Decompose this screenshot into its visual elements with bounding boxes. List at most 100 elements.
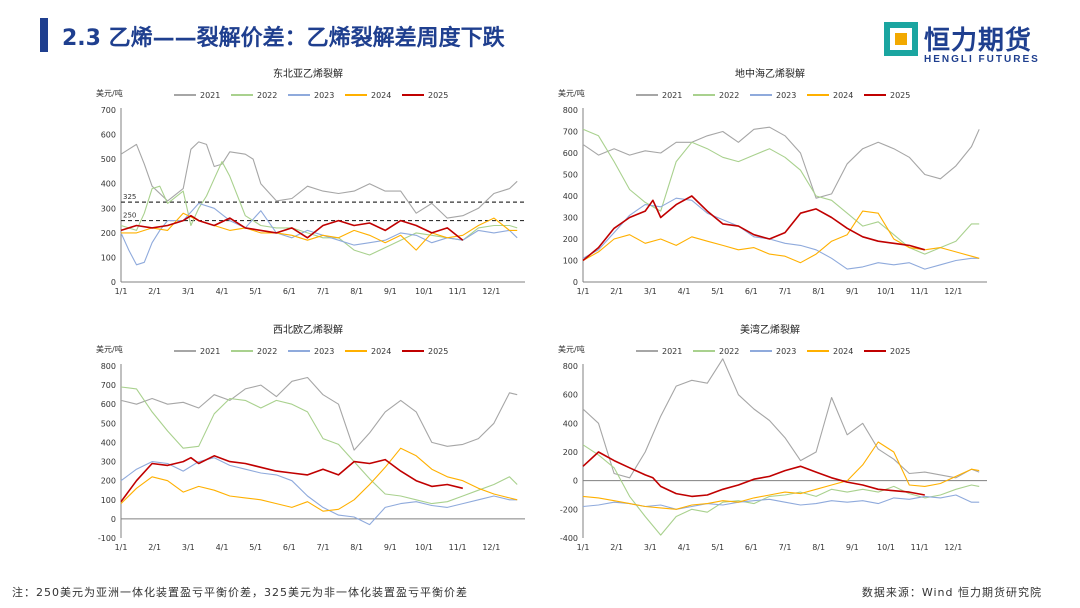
x-tick-label: 7/1 (779, 287, 792, 296)
y-tick-label: -400 (560, 534, 578, 543)
x-tick-label: 11/1 (911, 287, 929, 296)
legend-label-2024: 2024 (371, 91, 391, 100)
series-line-2025 (120, 214, 464, 241)
legend-label-2022: 2022 (257, 91, 277, 100)
legend-label-2023: 2023 (776, 347, 796, 356)
y-tick-label: 800 (563, 106, 578, 115)
x-tick-label: 12/1 (482, 543, 500, 552)
footnote: 注：250美元为亚洲一体化装置盈亏平衡价差，325美元为非一体化装置盈亏平衡价差 (12, 586, 468, 599)
series-line-2024 (582, 210, 980, 264)
series-line-2024 (120, 447, 518, 512)
x-tick-label: 11/1 (911, 543, 929, 552)
data-source: 数据来源：Wind 恒力期货研究院 (861, 586, 1042, 599)
legend-label-2022: 2022 (719, 91, 739, 100)
y-tick-label: 0 (111, 278, 116, 287)
series-line-2022 (120, 386, 518, 505)
y-tick-label: 700 (101, 106, 116, 115)
x-tick-label: 4/1 (678, 543, 691, 552)
y-tick-label: 700 (563, 128, 578, 137)
x-tick-label: 10/1 (415, 287, 433, 296)
y-tick-label: 400 (563, 192, 578, 201)
x-tick-label: 10/1 (877, 543, 895, 552)
y-tick-label: 500 (101, 155, 116, 164)
x-tick-label: 11/1 (449, 287, 467, 296)
x-tick-label: 7/1 (779, 543, 792, 552)
logo-text-en: HENGLI FUTURES (924, 54, 1040, 65)
x-tick-label: 3/1 (644, 287, 657, 296)
y-tick-label: 400 (101, 438, 116, 447)
y-tick-label: 100 (101, 253, 116, 262)
x-tick-label: 1/1 (115, 287, 128, 296)
series-line-2025 (120, 455, 463, 503)
x-tick-label: 10/1 (415, 543, 433, 552)
series-line-2023 (582, 197, 980, 270)
y-tick-label: 100 (101, 496, 116, 505)
page-title: 2.3 乙烯——裂解价差：乙烯裂解差周度下跌 (62, 26, 505, 51)
legend-label-2025: 2025 (890, 91, 910, 100)
y-tick-label: 0 (111, 515, 116, 524)
legend-label-2024: 2024 (833, 347, 853, 356)
legend-label-2021: 2021 (200, 91, 220, 100)
x-tick-label: 5/1 (249, 287, 262, 296)
x-tick-label: 7/1 (317, 543, 330, 552)
series-line-2024 (121, 212, 518, 251)
legend-label-2023: 2023 (776, 91, 796, 100)
x-tick-label: 12/1 (944, 287, 962, 296)
legend-label-2025: 2025 (890, 347, 910, 356)
y-axis-unit-label: 美元/吨 (558, 344, 585, 354)
x-tick-label: 3/1 (644, 543, 657, 552)
x-tick-label: 8/1 (350, 543, 363, 552)
x-tick-label: 1/1 (115, 543, 128, 552)
x-tick-label: 12/1 (482, 287, 500, 296)
x-tick-label: 2/1 (148, 543, 161, 552)
y-tick-label: 800 (101, 362, 116, 371)
y-tick-label: 600 (101, 131, 116, 140)
y-tick-label: 500 (563, 171, 578, 180)
y-tick-label: 400 (563, 419, 578, 428)
chart-title: 东北亚乙烯裂解 (273, 67, 343, 80)
y-tick-label: 0 (573, 477, 578, 486)
series-line-2023 (582, 494, 980, 510)
x-tick-label: 3/1 (182, 543, 195, 552)
series-line-2021 (120, 141, 518, 219)
x-tick-label: 1/1 (577, 543, 590, 552)
x-tick-label: 8/1 (812, 543, 825, 552)
x-tick-label: 5/1 (711, 543, 724, 552)
series-line-2023 (120, 457, 518, 526)
x-tick-label: 9/1 (846, 287, 859, 296)
y-axis-unit-label: 美元/吨 (96, 344, 123, 354)
series-line-2022 (582, 128, 980, 255)
legend-label-2022: 2022 (257, 347, 277, 356)
y-tick-label: 300 (101, 458, 116, 467)
x-tick-label: 4/1 (216, 287, 229, 296)
x-tick-label: 11/1 (449, 543, 467, 552)
legend-label-2023: 2023 (314, 347, 334, 356)
chart-title: 美湾乙烯裂解 (740, 323, 800, 336)
reference-line-label-325: 325 (123, 193, 136, 201)
y-axis-unit-label: 美元/吨 (558, 88, 585, 98)
series-line-2021 (582, 126, 980, 199)
y-tick-label: 600 (101, 400, 116, 409)
x-tick-label: 12/1 (944, 543, 962, 552)
y-axis-unit-label: 美元/吨 (96, 88, 123, 98)
series-line-2025 (582, 195, 926, 262)
y-tick-label: 600 (563, 391, 578, 400)
x-tick-label: 4/1 (678, 287, 691, 296)
series-line-2025 (582, 451, 925, 498)
legend-label-2024: 2024 (371, 347, 391, 356)
y-tick-label: 600 (563, 149, 578, 158)
y-tick-label: 200 (101, 229, 116, 238)
x-tick-label: 9/1 (846, 543, 859, 552)
company-logo: 恒力期货 HENGLI FUTURES (884, 16, 1059, 66)
x-tick-label: 9/1 (384, 287, 397, 296)
y-tick-label: 500 (101, 419, 116, 428)
legend-label-2023: 2023 (314, 91, 334, 100)
x-tick-label: 6/1 (283, 287, 296, 296)
title-accent-bar (40, 18, 48, 52)
y-tick-label: -100 (98, 534, 116, 543)
series-line-2022 (120, 161, 518, 256)
y-tick-label: -200 (560, 505, 578, 514)
